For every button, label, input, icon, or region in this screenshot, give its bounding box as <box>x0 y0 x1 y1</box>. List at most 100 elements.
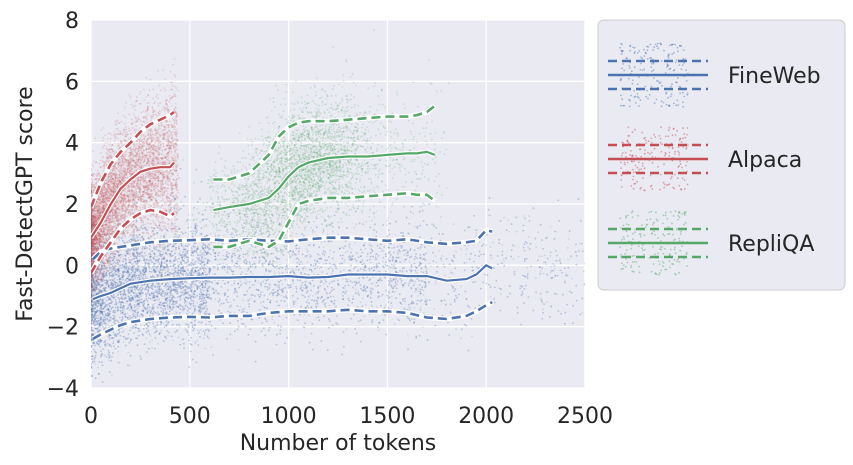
scatter-point <box>373 163 376 166</box>
scatter-point <box>211 182 214 184</box>
scatter-point <box>291 180 294 183</box>
scatter-point <box>234 231 237 233</box>
scatter-point <box>297 139 300 142</box>
scatter-point <box>259 185 262 188</box>
scatter-point <box>356 169 359 172</box>
scatter-point <box>326 136 329 139</box>
scatter-point <box>415 185 418 188</box>
scatter-point <box>413 135 416 138</box>
scatter-point <box>331 171 334 174</box>
scatter-point <box>291 193 294 196</box>
scatter-point <box>283 140 285 143</box>
scatter-point <box>279 162 282 165</box>
scatter-point <box>283 245 286 248</box>
scatter-point <box>277 199 279 201</box>
scatter-point <box>364 111 366 113</box>
scatter-point <box>311 172 314 175</box>
scatter-point <box>421 172 424 175</box>
scatter-point <box>265 194 268 197</box>
scatter-point <box>296 213 299 216</box>
scatter-point <box>358 138 360 141</box>
scatter-point <box>333 187 336 190</box>
scatter-point <box>373 29 375 32</box>
scatter-point <box>279 223 281 226</box>
scatter-point <box>344 144 347 147</box>
scatter-point <box>284 153 287 156</box>
scatter-point <box>353 129 355 132</box>
scatter-point <box>326 146 329 148</box>
scatter-point <box>300 209 303 212</box>
scatter-point <box>313 84 316 86</box>
scatter-point <box>298 190 301 193</box>
scatter-point <box>300 207 303 210</box>
scatter-point <box>422 202 424 205</box>
scatter-point <box>439 151 441 153</box>
scatter-point <box>377 128 380 131</box>
scatter-point <box>328 153 330 156</box>
scatter-point <box>298 187 301 189</box>
scatter-point <box>261 135 263 138</box>
scatter-point <box>323 163 325 166</box>
scatter-point <box>376 185 378 188</box>
scatter-point <box>285 91 288 94</box>
scatter-point <box>284 218 286 221</box>
scatter-point <box>302 106 305 109</box>
scatter-point <box>356 130 359 133</box>
scatter-point <box>315 91 318 93</box>
scatter-point <box>292 149 295 151</box>
scatter-point <box>301 156 304 159</box>
scatter-point <box>266 255 269 257</box>
scatter-point <box>279 263 281 266</box>
scatter-point <box>314 231 317 233</box>
scatter-point <box>217 242 220 245</box>
scatter-point <box>195 168 198 171</box>
scatter-point <box>434 156 437 159</box>
scatter-point <box>299 107 302 110</box>
scatter-point <box>399 170 402 172</box>
scatter-point <box>236 198 239 201</box>
scatter-point <box>258 203 261 206</box>
scatter-point <box>311 184 314 187</box>
scatter-point <box>288 145 291 147</box>
scatter-point <box>304 130 306 133</box>
scatter-point <box>324 209 327 212</box>
scatter-point <box>259 213 262 216</box>
scatter-point <box>321 145 323 148</box>
scatter-point <box>335 175 338 178</box>
scatter-point <box>268 145 271 148</box>
scatter-point <box>323 161 326 164</box>
scatter-point <box>217 192 219 194</box>
scatter-point <box>292 176 295 179</box>
scatter-point <box>314 131 316 133</box>
scatter-point <box>275 205 277 208</box>
scatter-point <box>393 132 395 135</box>
scatter-point <box>434 131 437 134</box>
scatter-point <box>440 216 442 218</box>
scatter-point <box>268 165 270 168</box>
scatter-point <box>300 191 302 194</box>
scatter-point <box>281 198 284 201</box>
scatter-point <box>431 120 434 123</box>
scatter-point <box>267 122 270 125</box>
scatter-point <box>353 140 355 143</box>
scatter-point <box>247 254 249 257</box>
scatter-point <box>353 96 355 98</box>
scatter-point <box>296 187 299 190</box>
scatter-point <box>329 171 332 174</box>
scatter-point <box>301 233 304 236</box>
scatter-point <box>350 162 353 165</box>
scatter-point <box>210 185 213 188</box>
scatter-point <box>324 202 327 205</box>
scatter-point <box>312 100 314 102</box>
scatter-point <box>428 177 430 180</box>
scatter-point <box>291 116 294 118</box>
scatter-point <box>398 163 400 166</box>
scatter-point <box>345 163 348 166</box>
scatter-point <box>216 229 218 232</box>
scatter-point <box>258 221 260 224</box>
scatter-point <box>338 135 340 138</box>
scatter-point <box>391 167 394 170</box>
scatter-point <box>286 184 289 187</box>
scatter-point <box>315 215 318 218</box>
scatter-point <box>355 200 358 203</box>
